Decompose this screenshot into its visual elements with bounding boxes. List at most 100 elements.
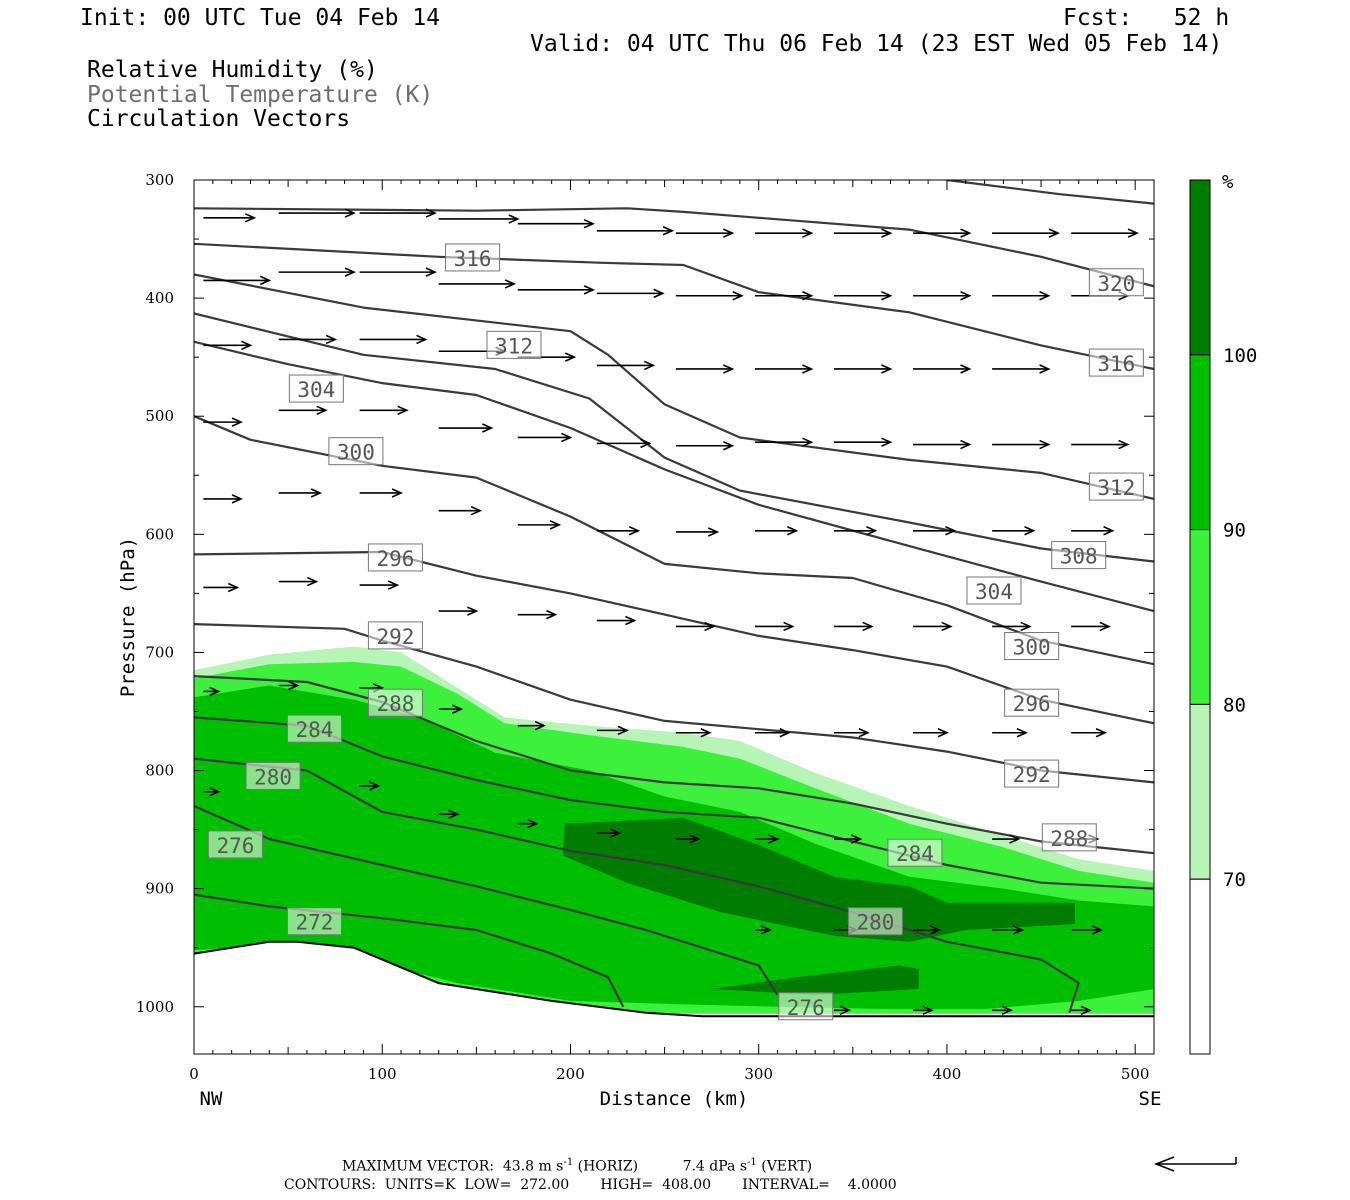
vector-head xyxy=(561,432,573,443)
theta-label: 304 xyxy=(288,374,344,403)
theta-label: 316 xyxy=(445,243,501,272)
vector-head xyxy=(209,686,221,697)
x-tick-label: 300 xyxy=(744,1065,773,1083)
theta-label-text: 320 xyxy=(1097,272,1135,296)
vector-head xyxy=(689,834,701,844)
circulation-vector xyxy=(913,526,957,536)
circulation-vector xyxy=(913,621,953,632)
theta-label-box xyxy=(367,543,423,572)
vector-head xyxy=(316,405,328,416)
vector-head xyxy=(866,526,878,536)
theta-label: 300 xyxy=(328,437,384,466)
vector-head xyxy=(643,360,656,371)
vector-head xyxy=(1099,621,1111,632)
circulation-vector xyxy=(1071,925,1104,935)
horiz-exponent: -1 xyxy=(563,1157,574,1168)
circulation-vector xyxy=(992,526,1036,536)
contour-info: CONTOURS: UNITS=K LOW= 272.00 HIGH= 408.… xyxy=(284,1177,897,1193)
vector-head xyxy=(1012,925,1025,935)
theta-label-text: 304 xyxy=(975,580,1013,604)
theta-label: 288 xyxy=(367,688,423,717)
circulation-vector xyxy=(992,834,1021,844)
circulation-vector xyxy=(203,686,221,697)
x-tick-label: 500 xyxy=(1121,1065,1150,1083)
vector-head xyxy=(1127,228,1140,238)
theta-label: 272 xyxy=(286,907,342,936)
y-tick-label: 600 xyxy=(145,525,174,543)
colorbar-segment xyxy=(1189,354,1211,531)
vector-head xyxy=(802,291,814,301)
circulation-vector xyxy=(203,494,244,504)
x-tick-label: 0 xyxy=(189,1065,199,1083)
theta-label-text: 296 xyxy=(376,547,414,571)
circulation-vector xyxy=(834,291,893,301)
vector-head xyxy=(922,1005,934,1016)
vector-head xyxy=(930,925,942,935)
vector-head xyxy=(881,437,893,447)
vector-head xyxy=(344,208,356,218)
vector-head xyxy=(583,285,596,295)
circulation-vector xyxy=(754,437,814,447)
theta-contour-276 xyxy=(194,804,779,996)
terrain-layer xyxy=(193,940,1154,1054)
circulation-vector xyxy=(992,1005,1013,1016)
theta-contour-284 xyxy=(194,716,1154,890)
forecast-hour: Fcst: 52 h xyxy=(1063,5,1230,31)
x-axis-title: Distance (km) xyxy=(600,1088,749,1110)
theta-label-text: 312 xyxy=(495,334,533,358)
circulation-vector xyxy=(278,267,356,277)
theta-label: 280 xyxy=(847,907,903,936)
theta-contour-288 xyxy=(194,675,1154,855)
theta-label-box xyxy=(1004,688,1060,717)
vector-head xyxy=(391,488,404,498)
vector-head xyxy=(1091,925,1104,935)
circulation-vector xyxy=(675,527,720,537)
circulation-vector xyxy=(675,364,735,374)
circulation-vector xyxy=(278,576,319,587)
circulation-vector xyxy=(359,488,404,498)
circulation-vector xyxy=(359,208,437,218)
theta-label-box xyxy=(286,907,342,936)
theta-label-text: 316 xyxy=(1097,352,1135,376)
max-vector-vert: 7.4 dPa s xyxy=(682,1158,748,1175)
vert-exponent: -1 xyxy=(747,1157,757,1168)
vector-head xyxy=(508,214,520,224)
init-time: Init: 00 UTC Tue 04 Feb 14 xyxy=(80,5,441,31)
circulation-vector xyxy=(596,615,637,626)
circulation-vector xyxy=(438,704,464,714)
circulation-vector xyxy=(596,725,629,736)
vector-head xyxy=(470,505,483,516)
theta-label-text: 292 xyxy=(1013,763,1051,787)
vector-head xyxy=(1016,728,1028,738)
theta-label-box xyxy=(1041,823,1097,852)
vector-head xyxy=(1048,228,1060,238)
theta-label-text: 272 xyxy=(296,911,334,935)
vector-head xyxy=(259,275,272,286)
circulation-vector xyxy=(913,364,972,374)
circulation-vector xyxy=(834,621,874,632)
y-tick-label: 300 xyxy=(145,171,174,189)
vector-head xyxy=(1039,291,1051,301)
circulation-vector xyxy=(203,213,257,223)
vector-head xyxy=(310,488,323,498)
vector-head xyxy=(307,576,319,587)
circulation-vector xyxy=(203,787,221,797)
vector-head xyxy=(1039,439,1051,450)
theta-label-text: 284 xyxy=(896,842,934,866)
x-tick-label: 200 xyxy=(556,1065,585,1083)
theta-label-text: 304 xyxy=(297,378,335,402)
plot-frame xyxy=(193,179,1155,1055)
vector-head xyxy=(1080,1005,1092,1016)
circulation-vector xyxy=(438,214,520,224)
circulation-vector xyxy=(596,226,675,236)
vector-head xyxy=(858,728,870,738)
theta-label: 312 xyxy=(486,330,542,359)
circulation-vector xyxy=(278,680,300,691)
circulation-vector xyxy=(754,621,795,632)
field-theta: Potential Temperature (K) xyxy=(87,82,434,108)
vector-head xyxy=(851,834,863,844)
circulation-vector xyxy=(517,285,596,295)
circulation-vector xyxy=(278,334,338,345)
theta-label-box xyxy=(486,330,542,359)
vector-head xyxy=(960,228,972,238)
